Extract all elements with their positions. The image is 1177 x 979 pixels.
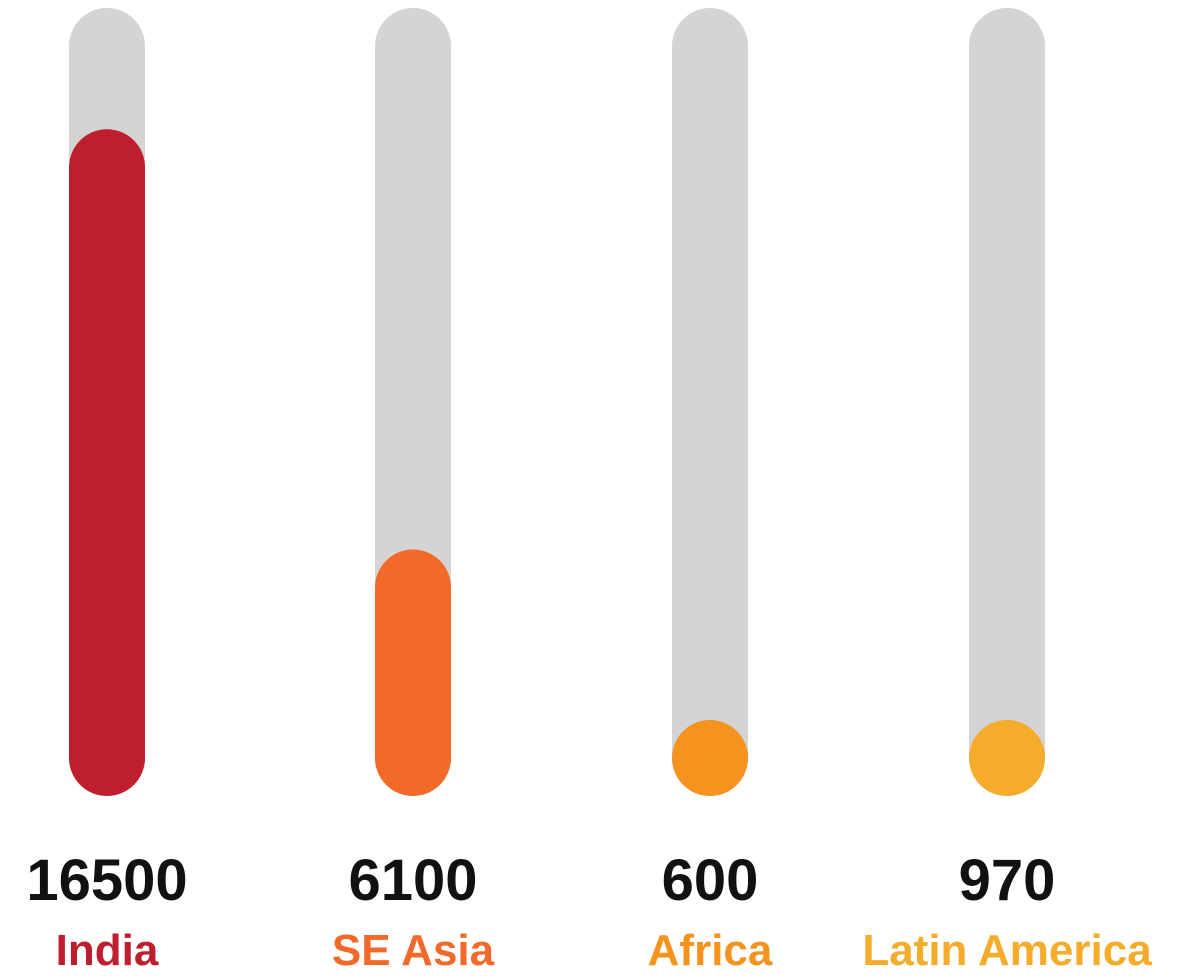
bar-india <box>69 129 145 796</box>
category-label-india: India <box>56 926 159 975</box>
category-label-africa: Africa <box>648 926 773 975</box>
category-labels: India SE Asia Africa Latin America <box>56 926 1153 975</box>
track-africa <box>672 8 748 796</box>
bar-se-asia <box>375 549 451 796</box>
value-label-africa: 600 <box>662 848 759 913</box>
category-label-latin-america: Latin America <box>862 926 1152 975</box>
category-label-se-asia: SE Asia <box>332 926 495 975</box>
value-labels: 16500 6100 600 970 <box>26 848 1055 913</box>
track-latin-america <box>969 8 1045 796</box>
bar-africa <box>672 720 748 796</box>
value-label-se-asia: 6100 <box>348 848 477 913</box>
bar-tracks <box>69 8 1045 796</box>
value-label-latin-america: 970 <box>959 848 1056 913</box>
value-label-india: 16500 <box>26 848 187 913</box>
bars <box>69 129 1045 796</box>
bar-latin-america <box>969 720 1045 796</box>
